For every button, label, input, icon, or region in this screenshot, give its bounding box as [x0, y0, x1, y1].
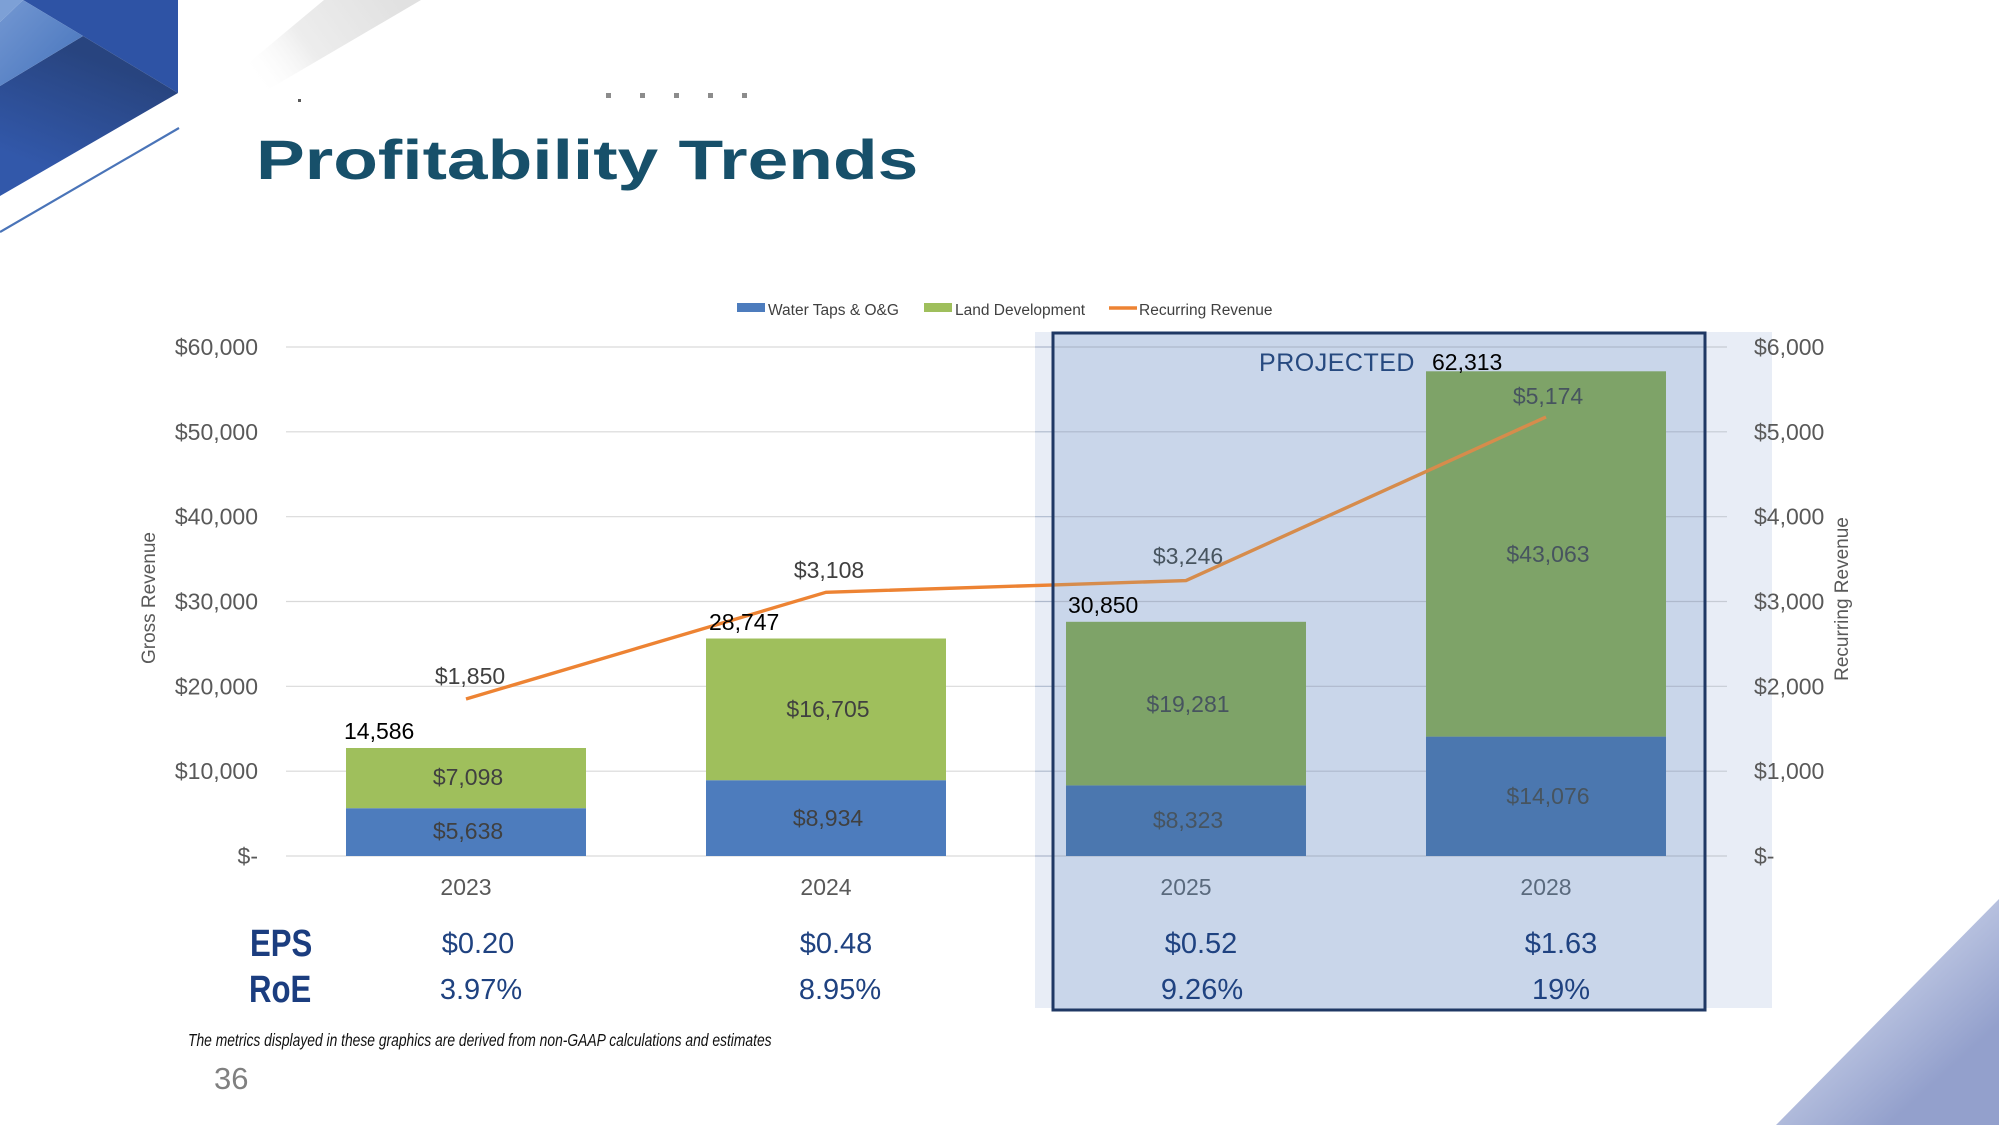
svg-text:$43,063: $43,063 — [1506, 541, 1589, 567]
svg-text:2028: 2028 — [1520, 874, 1571, 900]
svg-text:$10,000: $10,000 — [175, 758, 258, 784]
svg-text:$8,934: $8,934 — [793, 805, 864, 831]
svg-text:$16,705: $16,705 — [786, 696, 869, 722]
svg-text:$20,000: $20,000 — [175, 673, 258, 699]
svg-text:$1,850: $1,850 — [435, 663, 505, 689]
svg-text:2024: 2024 — [800, 874, 851, 900]
svg-text:2025: 2025 — [1160, 874, 1211, 900]
svg-text:$0.52: $0.52 — [1165, 928, 1238, 960]
svg-text:$60,000: $60,000 — [175, 334, 258, 360]
svg-text:Gross Revenue: Gross Revenue — [139, 532, 160, 664]
svg-text:$14,076: $14,076 — [1506, 783, 1589, 809]
svg-text:The metrics displayed in these: The metrics displayed in these graphics … — [188, 1030, 772, 1050]
svg-text:$3,000: $3,000 — [1754, 589, 1824, 615]
svg-text:Recurring Revenue: Recurring Revenue — [1139, 302, 1273, 319]
svg-text:8.95%: 8.95% — [799, 974, 881, 1006]
svg-text:30,850: 30,850 — [1068, 592, 1138, 618]
svg-text:$4,000: $4,000 — [1754, 504, 1824, 530]
svg-text:$19,281: $19,281 — [1146, 691, 1229, 717]
svg-text:$1.63: $1.63 — [1525, 928, 1598, 960]
svg-text:$-: $- — [238, 843, 258, 869]
svg-text:PROJECTED: PROJECTED — [1259, 349, 1415, 377]
svg-text:$3,246: $3,246 — [1153, 543, 1223, 569]
svg-text:Land Development: Land Development — [955, 302, 1086, 319]
svg-text:$7,098: $7,098 — [433, 764, 503, 790]
svg-text:2023: 2023 — [440, 874, 491, 900]
svg-text:Water Taps & O&G: Water Taps & O&G — [768, 302, 899, 319]
svg-text:62,313: 62,313 — [1432, 349, 1502, 375]
svg-text:$50,000: $50,000 — [175, 419, 258, 445]
svg-text:$40,000: $40,000 — [175, 504, 258, 530]
svg-text:$1,000: $1,000 — [1754, 758, 1824, 784]
svg-text:$30,000: $30,000 — [175, 589, 258, 615]
svg-text:$0.48: $0.48 — [800, 928, 873, 960]
svg-text:$5,174: $5,174 — [1513, 383, 1584, 409]
svg-text:14,586: 14,586 — [344, 718, 414, 744]
svg-text:3.97%: 3.97% — [440, 974, 522, 1006]
svg-text:$6,000: $6,000 — [1754, 334, 1824, 360]
svg-text:$8,323: $8,323 — [1153, 807, 1223, 833]
svg-text:19%: 19% — [1532, 974, 1590, 1006]
svg-text:$2,000: $2,000 — [1754, 673, 1824, 699]
svg-text:Profitability Trends: Profitability Trends — [256, 128, 918, 191]
svg-text:EPS: EPS — [250, 923, 312, 965]
svg-text:RoE: RoE — [249, 969, 311, 1011]
svg-text:$5,638: $5,638 — [433, 818, 503, 844]
svg-text:$3,108: $3,108 — [794, 557, 864, 583]
svg-text:$5,000: $5,000 — [1754, 419, 1824, 445]
svg-text:9.26%: 9.26% — [1161, 974, 1243, 1006]
svg-text:36: 36 — [214, 1061, 248, 1096]
svg-text:$-: $- — [1754, 843, 1774, 869]
svg-text:$0.20: $0.20 — [442, 928, 515, 960]
svg-text:Recurring Revenue: Recurring Revenue — [1832, 517, 1853, 681]
svg-text:28,747: 28,747 — [709, 609, 779, 635]
